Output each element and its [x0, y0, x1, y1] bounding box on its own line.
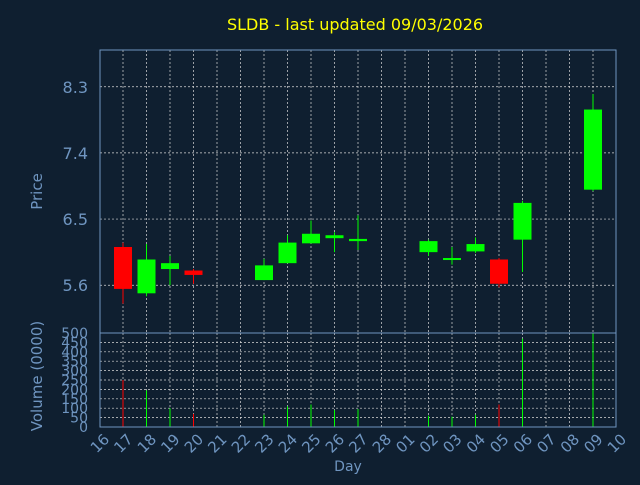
candle-body: [278, 242, 297, 264]
volume-tick-label: 300: [61, 364, 88, 380]
candle-body: [349, 238, 367, 242]
volume-tick-label: 100: [61, 401, 88, 417]
price-axis-ticks: 5.6 6.5 7.4 8.3: [63, 78, 88, 295]
volume-bars: [122, 333, 594, 427]
price-tick-label: 6.5: [63, 210, 88, 229]
price-grid: [100, 50, 616, 333]
price-tick-label: 8.3: [63, 78, 88, 97]
candle-body: [443, 258, 461, 261]
volume-panel-frame: [99, 332, 617, 428]
candle-body: [490, 259, 508, 284]
candle-body: [184, 270, 203, 275]
volume-tick-label: 200: [61, 382, 88, 398]
volume-tick-label: 0: [79, 420, 88, 436]
candle-body: [114, 246, 132, 289]
x-axis-label: Day: [334, 459, 362, 475]
candle-body: [255, 265, 273, 281]
volume-tick-label: 500: [61, 326, 88, 342]
volume-tick-label: 450: [61, 335, 88, 351]
x-axis-ticks: 1617181920212223242526272801020304050607…: [87, 430, 630, 456]
candle-body: [161, 263, 179, 270]
volume-axis-label: Volume (0000): [28, 321, 46, 431]
price-axis-label: Price: [28, 173, 46, 210]
price-candles: [114, 94, 602, 304]
price-tick-label: 5.6: [63, 276, 88, 295]
candle-body: [513, 202, 532, 240]
chart-title: SLDB - last updated 09/03/2026: [227, 15, 483, 34]
price-tick-label: 7.4: [63, 144, 88, 163]
volume-tick-label: 250: [61, 373, 88, 389]
volume-tick-label: 400: [61, 345, 88, 361]
volume-tick-label: 150: [61, 392, 88, 408]
candle-body: [466, 244, 485, 252]
volume-tick-label: 350: [61, 354, 88, 370]
candle-body: [137, 259, 156, 294]
candle-body: [302, 233, 320, 244]
candle-body: [419, 241, 438, 253]
candle-body: [325, 235, 344, 239]
candle-body: [584, 109, 602, 190]
volume-tick-label: 50: [70, 411, 88, 427]
